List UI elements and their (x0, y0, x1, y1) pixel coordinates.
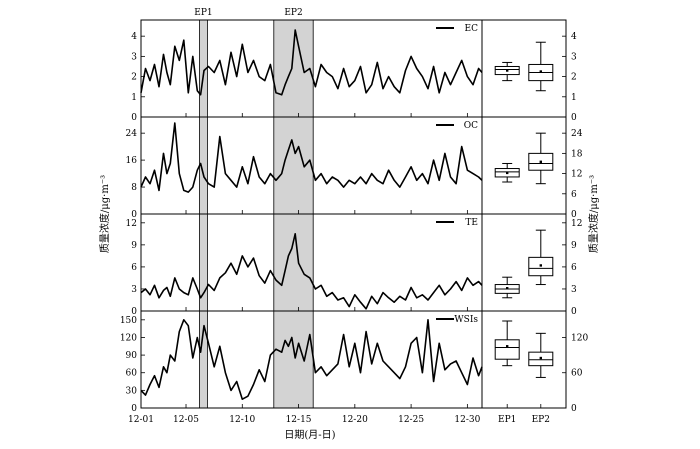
xtick-label: 12-05 (173, 415, 199, 425)
episode-label-ep2: EP2 (284, 8, 302, 18)
ytick-label-te: 9 (131, 241, 137, 251)
mean-marker-te-ep2 (539, 264, 542, 267)
box-ytick-label-ec: 4 (571, 32, 577, 42)
box-ytick-label-ec: 3 (571, 52, 577, 62)
legend-label-ec: EC (465, 24, 479, 34)
ytick-label-wsis: 120 (120, 333, 137, 343)
mean-marker-wsis-ep2 (539, 356, 542, 360)
series-line-oc (140, 122, 483, 193)
xtick-label: 12-10 (229, 415, 255, 425)
x-axis-title: 日期(月-日) (284, 429, 335, 441)
box-ytick-label-ec: 2 (571, 73, 577, 83)
xtick-label: 12-30 (454, 415, 480, 425)
box-ytick-label-te: 3 (571, 285, 577, 295)
left-axis-title: 质量浓度/μg·m⁻³ (98, 175, 111, 253)
xtick-label: 12-01 (128, 415, 154, 425)
mean-marker-te-ep1 (506, 287, 509, 290)
mean-marker-ec-ep2 (539, 70, 542, 73)
episode-label-ep1: EP1 (194, 8, 212, 18)
ytick-label-te: 6 (131, 263, 137, 273)
box-wsis-ep1 (494, 339, 520, 360)
xtick-label: 12-20 (342, 415, 368, 425)
box-ytick-label-te: 6 (571, 263, 577, 273)
right-axis-title: 质量浓度/μg·m⁻³ (587, 175, 600, 253)
box-category-label: EP1 (498, 415, 516, 425)
box-category-label: EP2 (532, 415, 550, 425)
ytick-label-te: 3 (131, 285, 137, 295)
box-ytick-label-oc: 0 (571, 210, 577, 220)
box-ytick-label-te: 9 (571, 241, 577, 251)
ytick-label-ec: 4 (131, 32, 137, 42)
ytick-label-wsis: 0 (131, 404, 137, 414)
box-ytick-label-ec: 0 (571, 113, 577, 123)
box-panel-frame-oc (481, 116, 567, 215)
box-ytick-label-te: 0 (571, 307, 577, 317)
mean-marker-ec-ep1 (506, 69, 509, 72)
series-line-wsis (140, 318, 483, 401)
legend-label-oc: OC (464, 121, 478, 131)
ytick-label-ec: 2 (131, 73, 137, 83)
ytick-label-oc: 24 (126, 129, 138, 139)
ytick-label-ec: 3 (131, 52, 137, 62)
box-ytick-label-wsis: 0 (571, 404, 577, 414)
legend-label-te: TE (465, 218, 478, 228)
mean-marker-wsis-ep1 (506, 345, 509, 348)
ytick-label-ec: 0 (131, 113, 137, 123)
box-ytick-label-wsis: 60 (571, 369, 583, 379)
series-line-ec (140, 29, 483, 96)
xtick-label: 12-15 (286, 415, 312, 425)
ytick-label-te: 12 (126, 219, 137, 229)
box-ytick-label-oc: 12 (571, 170, 582, 180)
ytick-label-oc: 16 (126, 156, 138, 166)
box-ytick-label-oc: 24 (571, 129, 583, 139)
mean-marker-oc-ep2 (539, 160, 542, 163)
legend-label-wsis: WSIs (454, 315, 478, 325)
ytick-label-wsis: 90 (126, 351, 138, 361)
xtick-label: 12-25 (398, 415, 424, 425)
box-ytick-label-ec: 1 (571, 93, 577, 103)
mean-marker-oc-ep1 (506, 171, 509, 175)
box-ytick-label-oc: 18 (571, 149, 583, 159)
box-ytick-label-te: 12 (571, 219, 582, 229)
box-panel-frame-te (481, 213, 567, 312)
ytick-label-te: 0 (131, 307, 137, 317)
box-ytick-label-wsis: 120 (571, 333, 588, 343)
ytick-label-wsis: 150 (120, 316, 137, 326)
box-ytick-label-oc: 6 (571, 190, 577, 200)
ytick-label-oc: 0 (131, 210, 137, 220)
ytick-label-wsis: 30 (126, 386, 138, 396)
series-line-te (140, 233, 483, 310)
ytick-label-wsis: 60 (126, 369, 138, 379)
box-panel-frame-ec (481, 19, 567, 118)
box-panel-frame-wsis (481, 310, 567, 409)
ytick-label-ec: 1 (131, 93, 137, 103)
ytick-label-oc: 8 (131, 183, 137, 193)
